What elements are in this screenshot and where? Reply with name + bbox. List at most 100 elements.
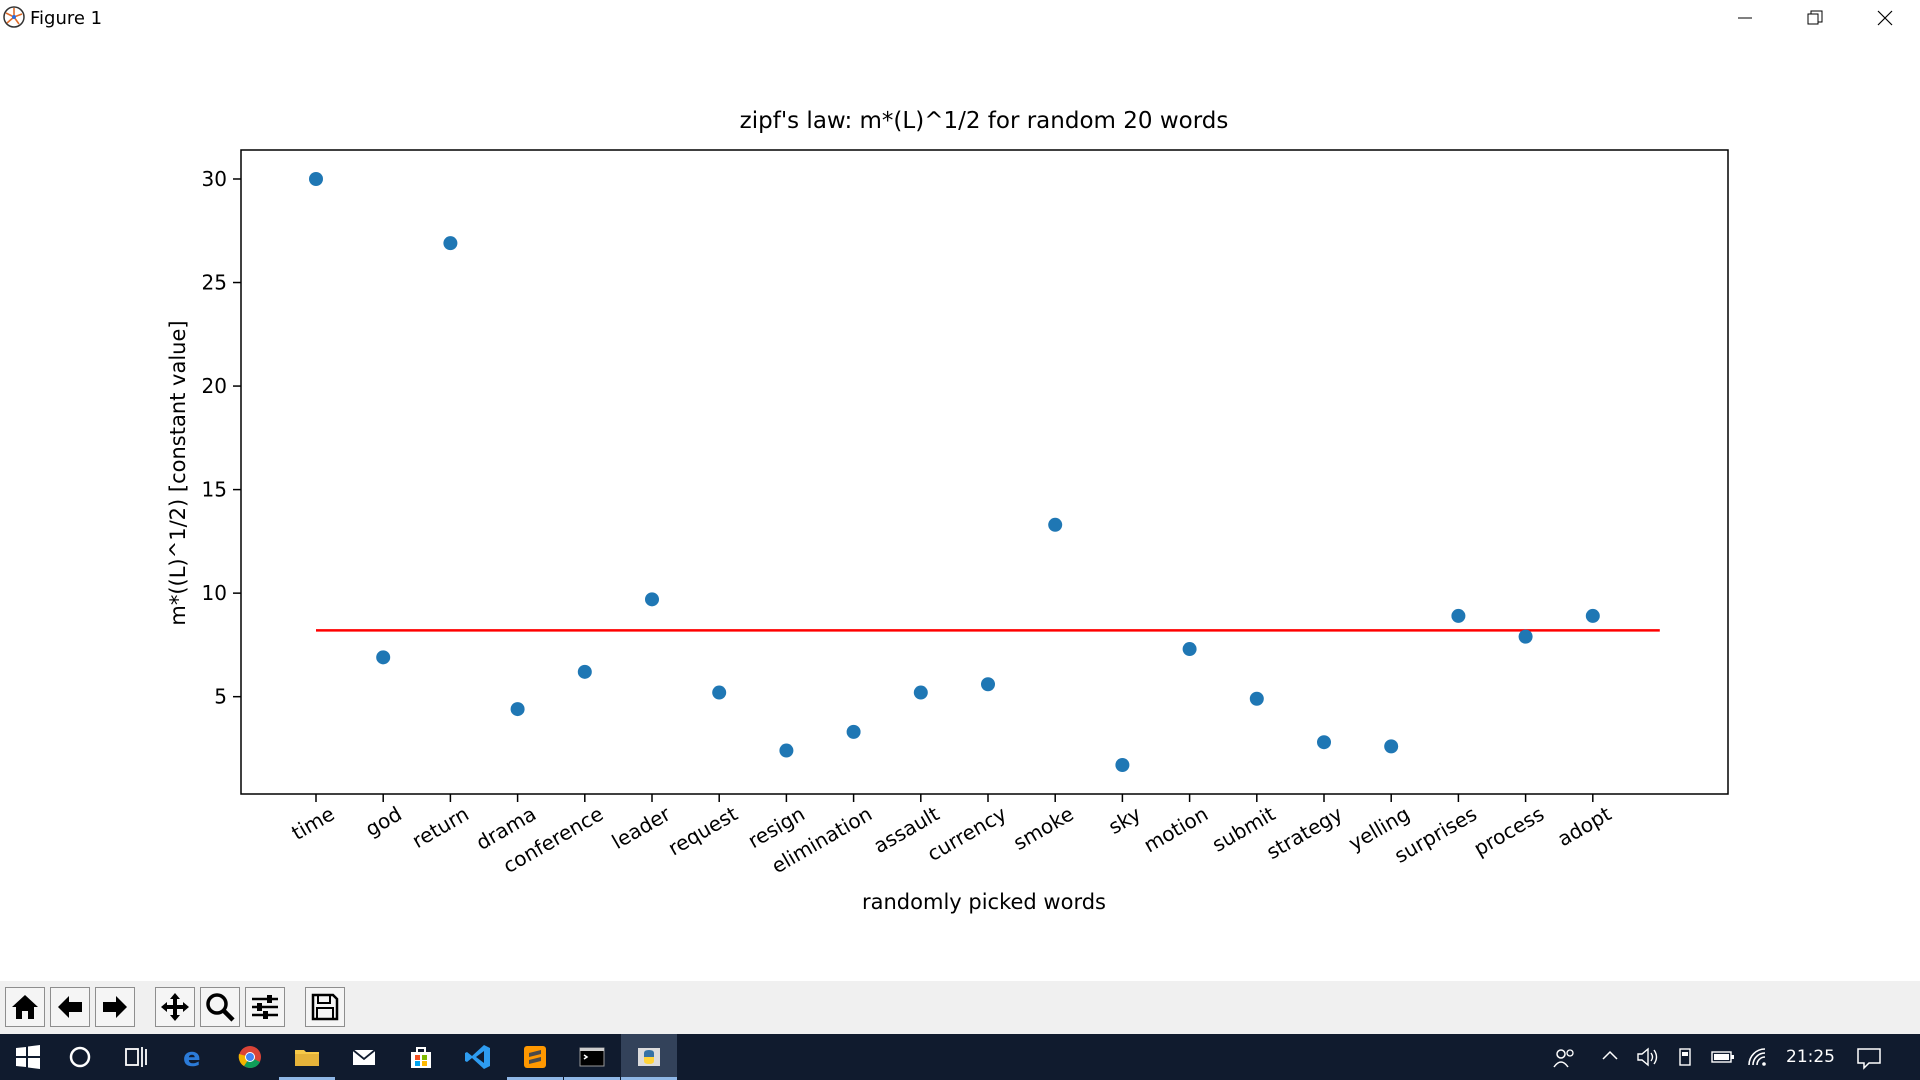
y-axis: 5 10 15 20 25 30 <box>202 167 241 709</box>
zoom-icon <box>206 993 235 1022</box>
close-button[interactable] <box>1850 0 1920 36</box>
taskbar-chrome[interactable] <box>222 1034 278 1080</box>
clock[interactable]: 21:25 <box>1786 1047 1835 1067</box>
title-bar: Figure 1 <box>0 0 1920 37</box>
restore-button[interactable] <box>1780 0 1850 36</box>
data-point-time <box>309 171 323 186</box>
people-icon <box>1553 1049 1574 1068</box>
back-button[interactable] <box>50 987 90 1027</box>
scatter-chart: zipf's law: m*(L)^1/2 for random 20 word… <box>166 108 1729 914</box>
configure-icon <box>252 995 278 1019</box>
navigation-toolbar <box>0 981 1920 1034</box>
x-tick-label: request <box>664 801 742 860</box>
volume-icon <box>1637 1047 1658 1067</box>
x-tick-label: motion <box>1139 802 1212 858</box>
data-point-god <box>376 650 391 665</box>
data-point-request <box>712 685 727 700</box>
python-icon <box>638 1048 660 1066</box>
y-tick-label: 25 <box>202 271 227 295</box>
app-icon <box>3 6 25 28</box>
terminal-icon <box>579 1047 605 1067</box>
x-tick-label: return <box>408 802 473 853</box>
data-point-yelling <box>1384 739 1399 754</box>
axes-frame <box>240 149 1729 795</box>
action-center-button[interactable] <box>1855 1034 1885 1080</box>
taskbar-file-explorer[interactable] <box>279 1034 335 1080</box>
cortana-icon <box>69 1046 91 1068</box>
data-point-elimination <box>846 724 861 739</box>
data-point-drama <box>510 702 525 717</box>
taskbar-terminal[interactable] <box>564 1034 620 1080</box>
taskbar-sublime[interactable] <box>507 1034 563 1080</box>
save-button[interactable] <box>305 987 345 1027</box>
home-icon <box>12 995 38 1019</box>
folder-icon <box>295 1050 319 1066</box>
home-button[interactable] <box>5 987 45 1027</box>
edge-icon: e <box>183 1043 201 1071</box>
wifi-icon <box>1748 1048 1766 1066</box>
x-tick-label: leader <box>608 801 676 854</box>
data-point-strategy <box>1317 735 1331 750</box>
data-point-resign <box>779 743 794 758</box>
data-point-smoke <box>1048 517 1063 532</box>
usb-button[interactable] <box>1674 1034 1698 1080</box>
data-point-return <box>443 236 458 251</box>
battery-button[interactable] <box>1710 1034 1736 1080</box>
x-tick-label: time <box>287 802 338 845</box>
people-button[interactable] <box>1552 1034 1582 1080</box>
taskbar-mail[interactable] <box>336 1034 392 1080</box>
y-tick-label: 10 <box>202 581 227 605</box>
chart-title: zipf's law: m*(L)^1/2 for random 20 word… <box>740 108 1229 134</box>
x-axis-label: randomly picked words <box>862 890 1106 914</box>
taskbar-store[interactable] <box>393 1034 449 1080</box>
show-hidden-icons-button[interactable] <box>1600 1034 1624 1080</box>
window-title: Figure 1 <box>30 8 103 29</box>
y-tick-label: 15 <box>202 478 227 502</box>
data-point-surprises <box>1451 608 1466 623</box>
x-tick-label: god <box>361 802 406 842</box>
chrome-icon <box>238 1046 261 1068</box>
windows-icon <box>16 1045 40 1069</box>
usb-icon <box>1679 1048 1691 1066</box>
sublime-icon <box>524 1046 546 1068</box>
x-tick-label: sky <box>1104 801 1145 838</box>
pan-icon <box>161 993 189 1021</box>
battery-icon <box>1711 1051 1734 1063</box>
y-tick-label: 5 <box>214 685 227 709</box>
data-point-conference <box>577 664 592 679</box>
data-point-leader <box>645 592 659 607</box>
x-tick-label: adopt <box>1553 801 1615 851</box>
data-point-submit <box>1249 691 1264 706</box>
start-button[interactable] <box>0 1034 56 1080</box>
y-tick-label: 20 <box>202 374 227 398</box>
search-button[interactable] <box>52 1034 108 1080</box>
forward-button[interactable] <box>95 987 135 1027</box>
configure-subplots-button[interactable] <box>245 987 285 1027</box>
forward-icon <box>103 996 127 1018</box>
data-points <box>309 171 1600 773</box>
y-axis-label: m*((L)^1/2) [constant value] <box>166 320 190 625</box>
figure-canvas: zipf's law: m*(L)^1/2 for random 20 word… <box>0 36 1920 981</box>
wifi-button[interactable] <box>1746 1034 1772 1080</box>
task-view-button[interactable] <box>108 1034 164 1080</box>
minimize-button[interactable] <box>1710 0 1780 36</box>
store-icon <box>411 1047 431 1068</box>
pan-button[interactable] <box>155 987 195 1027</box>
data-point-currency <box>981 677 995 692</box>
taskbar-edge[interactable]: e <box>165 1034 221 1080</box>
chevron-up-icon <box>1602 1050 1618 1060</box>
volume-button[interactable] <box>1636 1034 1662 1080</box>
back-icon <box>58 996 82 1018</box>
zoom-button[interactable] <box>200 987 240 1027</box>
data-point-process <box>1518 629 1533 644</box>
vscode-icon <box>465 1045 490 1069</box>
mail-icon <box>352 1049 376 1065</box>
taskbar-vscode[interactable] <box>450 1034 506 1080</box>
data-point-motion <box>1182 642 1197 657</box>
notification-icon <box>1857 1048 1881 1070</box>
taskbar: e 21:25 <box>0 1034 1920 1080</box>
taskbar-python[interactable] <box>621 1034 677 1080</box>
svg-text:e: e <box>183 1043 201 1071</box>
task-view-icon <box>125 1047 147 1067</box>
